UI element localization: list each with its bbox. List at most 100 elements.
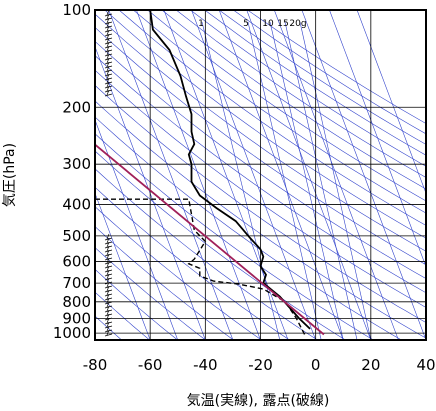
wind-barb bbox=[106, 249, 110, 256]
wind-barb bbox=[106, 13, 110, 20]
wind-barb bbox=[106, 277, 110, 284]
wind-barb bbox=[106, 53, 110, 60]
moist-line bbox=[301, 10, 426, 340]
dry-adiabat bbox=[95, 226, 234, 340]
wind-barb bbox=[106, 293, 110, 300]
moist-line bbox=[329, 10, 426, 268]
mixing-ratio-label: 10 bbox=[262, 19, 274, 29]
background-lines bbox=[95, 10, 426, 340]
x-tick-label: -20 bbox=[248, 356, 273, 374]
wind-barb bbox=[106, 261, 110, 268]
dry-adiabat bbox=[95, 268, 178, 340]
wind-barb bbox=[106, 81, 110, 88]
wind-barb bbox=[106, 237, 110, 244]
moist-line bbox=[108, 10, 234, 340]
wind-barb bbox=[106, 285, 110, 292]
mixing-ratio-line bbox=[269, 21, 344, 340]
wind-barb bbox=[106, 21, 110, 28]
dry-adiabat bbox=[95, 26, 426, 266]
wind-barb bbox=[106, 29, 110, 36]
moist-line bbox=[218, 10, 344, 340]
moist-line bbox=[191, 10, 316, 340]
x-tick-label: 40 bbox=[416, 356, 435, 374]
wind-barb bbox=[106, 253, 110, 260]
dry-adiabat bbox=[95, 40, 426, 279]
wind-barb bbox=[106, 321, 110, 328]
wind-barb bbox=[106, 325, 110, 332]
wind-barb bbox=[106, 273, 110, 280]
y-tick-label: 700 bbox=[62, 274, 91, 292]
y-tick-label: 900 bbox=[62, 309, 91, 327]
moist-line bbox=[163, 10, 289, 340]
moist-line bbox=[95, 45, 206, 340]
dry-adiabat bbox=[176, 10, 426, 178]
wind-barb bbox=[106, 61, 110, 68]
dry-adiabat bbox=[95, 186, 290, 340]
wind-barb bbox=[106, 45, 110, 52]
wind-barb bbox=[106, 41, 110, 48]
dry-adiabat bbox=[190, 10, 426, 167]
plot bbox=[95, 10, 325, 336]
wind-barb bbox=[106, 289, 110, 296]
mixing-ratio-label: 1 bbox=[198, 19, 204, 29]
wind-barb bbox=[106, 309, 110, 316]
wind-barb bbox=[106, 265, 110, 272]
mixing-ratio-line bbox=[284, 21, 358, 340]
y-axis-label: 気圧(hPa) bbox=[2, 143, 18, 207]
dry-adiabat bbox=[95, 291, 150, 340]
dry-adiabat bbox=[161, 10, 426, 190]
dry-adiabat bbox=[104, 10, 426, 239]
mixing-ratio-label: 20g bbox=[289, 19, 306, 29]
dry-adiabat bbox=[95, 247, 206, 340]
dry-adiabat bbox=[95, 150, 346, 340]
wind-barb bbox=[106, 305, 110, 312]
y-tick-label: 1000 bbox=[53, 324, 91, 342]
dry-adiabat bbox=[118, 10, 426, 226]
wind-barb bbox=[106, 37, 110, 44]
wind-barb bbox=[104, 93, 113, 97]
x-tick-label: 20 bbox=[361, 356, 380, 374]
dry-adiabat bbox=[218, 10, 426, 145]
wind-barb bbox=[106, 69, 110, 76]
wind-barb bbox=[106, 257, 110, 264]
grid bbox=[94, 9, 427, 340]
wind-barb bbox=[106, 317, 110, 324]
wind-barb bbox=[106, 33, 110, 40]
y-tick-label: 400 bbox=[62, 196, 91, 214]
wind-barb bbox=[106, 25, 110, 32]
profile-line bbox=[95, 198, 306, 335]
frame bbox=[94, 9, 427, 341]
moist-line bbox=[356, 10, 426, 195]
y-tick-label: 800 bbox=[62, 293, 91, 311]
dry-adiabat bbox=[95, 133, 374, 340]
profile-line bbox=[149, 10, 311, 330]
x-tick-label: 0 bbox=[311, 356, 321, 374]
wind-barb bbox=[106, 49, 110, 56]
dry-adiabat bbox=[95, 206, 262, 340]
dry-adiabat bbox=[95, 315, 122, 340]
moist-line bbox=[95, 192, 151, 340]
wind-barb bbox=[106, 89, 110, 96]
moist-line bbox=[246, 10, 372, 340]
profile-line bbox=[95, 143, 325, 336]
moist-line bbox=[274, 10, 399, 340]
dry-adiabat bbox=[204, 10, 426, 156]
wind-barb bbox=[106, 85, 110, 92]
wind-barb bbox=[106, 65, 110, 72]
dry-adiabat bbox=[95, 13, 426, 252]
wind-barb bbox=[106, 57, 110, 64]
wind-barb bbox=[106, 241, 110, 248]
wind-barb bbox=[106, 73, 110, 80]
wind-barb bbox=[104, 333, 113, 337]
dry-adiabat bbox=[233, 10, 426, 135]
mixing-ratio-label: 15 bbox=[277, 19, 288, 29]
moist-line bbox=[136, 10, 261, 340]
wind-barb bbox=[106, 17, 110, 24]
dry-adiabat bbox=[147, 10, 426, 202]
x-tick-label: -40 bbox=[193, 356, 218, 374]
mixing-ratio-line bbox=[247, 21, 322, 340]
dry-adiabat bbox=[95, 116, 402, 340]
y-tick-label: 100 bbox=[62, 1, 91, 19]
dry-adiabat bbox=[95, 55, 426, 294]
